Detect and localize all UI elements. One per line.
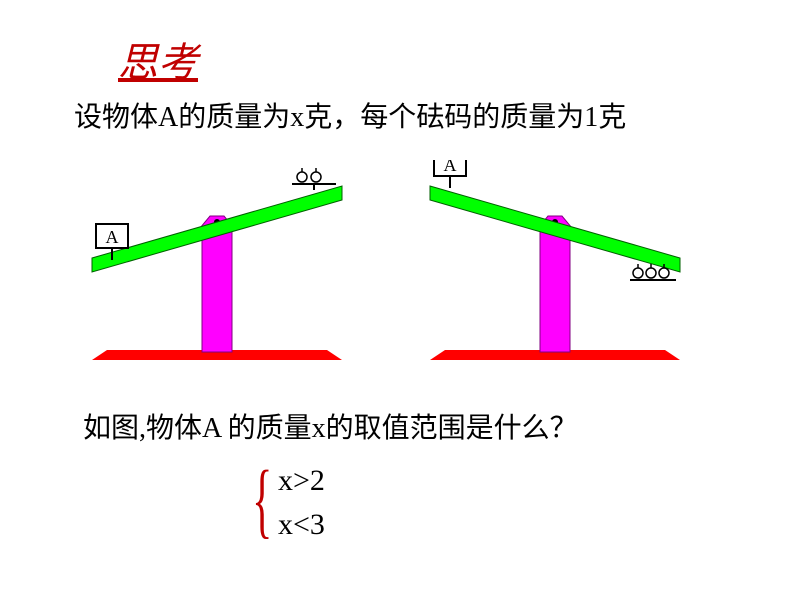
question-text: 如图,物体A 的质量x的取值范围是什么？ bbox=[83, 406, 578, 446]
inequality-2: x<3 bbox=[278, 508, 325, 542]
page-title: 思考 bbox=[118, 30, 198, 88]
svg-text:A: A bbox=[106, 227, 119, 247]
inequality-1: x>2 bbox=[278, 464, 325, 498]
brace-icon: { bbox=[252, 452, 272, 549]
setup-text: 设物体A的质量为x克，每个砝码的质量为1克 bbox=[74, 100, 694, 136]
scale-left-diagram: A bbox=[72, 160, 362, 380]
svg-text:A: A bbox=[444, 160, 457, 175]
scale-right-diagram: A bbox=[410, 160, 700, 380]
